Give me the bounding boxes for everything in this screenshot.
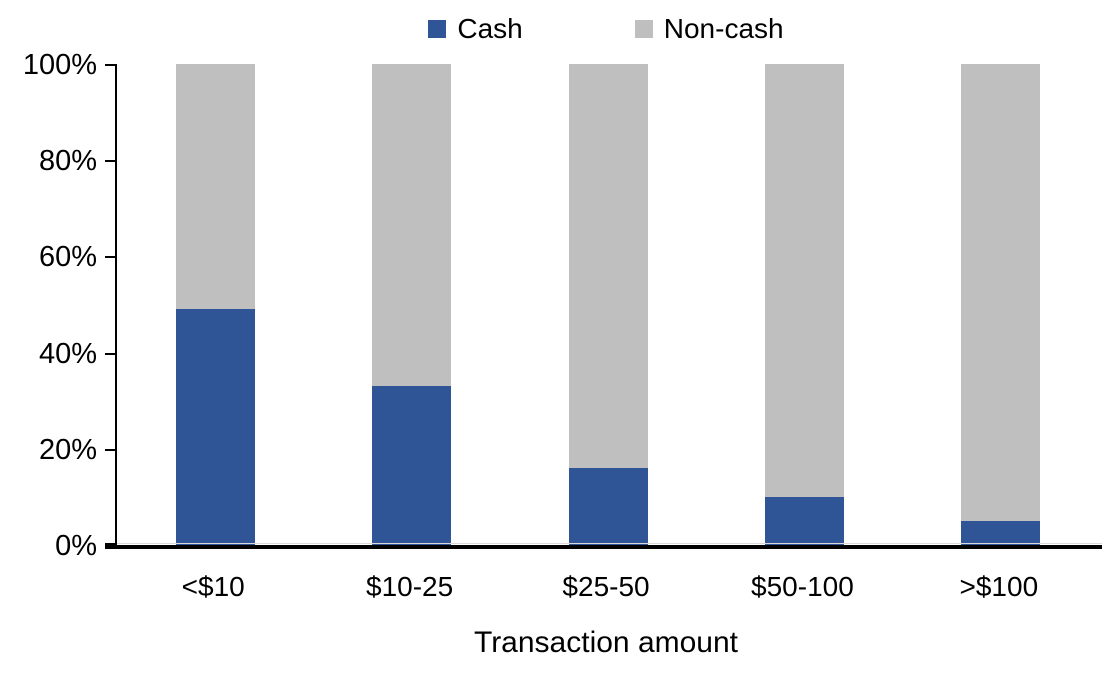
- y-axis-tick: [105, 64, 117, 66]
- bar-segment-cash: [568, 468, 648, 545]
- bar-slot: [510, 64, 706, 545]
- bar-stack: [372, 64, 452, 545]
- bar-segment-non-cash: [175, 64, 255, 310]
- y-axis-tick: [105, 448, 117, 451]
- y-axis-tick: [105, 160, 117, 163]
- bar-slot: [706, 64, 902, 545]
- legend-label: Non-cash: [663, 13, 784, 44]
- legend-item-non-cash: Non-cash: [634, 13, 784, 44]
- x-axis-tick-label: >$100: [959, 571, 1039, 602]
- bar-stack: [568, 64, 648, 545]
- bar-slot: [117, 64, 313, 545]
- bar-stack: [764, 64, 844, 545]
- bar-segment-cash: [372, 386, 452, 545]
- y-axis-tick: [105, 543, 117, 545]
- chart-legend: Cash Non-cash: [115, 10, 1097, 48]
- bar-segment-non-cash: [764, 64, 844, 497]
- bar-segment-cash: [764, 496, 844, 545]
- bar-slot: [903, 64, 1099, 545]
- bar-segment-cash: [175, 309, 255, 545]
- category-axis-line: [105, 543, 1102, 544]
- bar-segment-non-cash: [961, 64, 1041, 521]
- legend-label: Cash: [457, 13, 523, 44]
- y-axis-tick-label: 0%: [55, 530, 97, 562]
- bar-segment-cash: [961, 520, 1041, 545]
- bar-segment-non-cash: [568, 64, 648, 469]
- x-axis-line: [105, 545, 1102, 549]
- bar-segment-non-cash: [372, 64, 452, 387]
- x-axis-tick-label: <$10: [181, 571, 245, 602]
- bar-stack: [175, 64, 255, 545]
- x-axis-tick-labels: <$10 $10-25 $25-50 $50-100 >$100: [115, 571, 1097, 603]
- x-axis-title: Transaction amount: [473, 626, 739, 659]
- plot-area: [115, 64, 1099, 545]
- y-axis-tick-label: 40%: [38, 337, 97, 370]
- y-axis-tick-label: 20%: [38, 433, 97, 466]
- bar-stack: [961, 64, 1041, 545]
- y-axis-tick-label: 100%: [22, 49, 97, 81]
- x-axis-tick-label: $25-50: [562, 571, 650, 602]
- y-axis-tick-label: 80%: [38, 145, 97, 178]
- x-axis-tick-label: $10-25: [366, 571, 454, 602]
- x-axis-tick-label: $50-100: [751, 571, 854, 602]
- legend-swatch-icon: [634, 20, 653, 38]
- y-axis-tick: [105, 256, 117, 259]
- bar-slot: [313, 64, 509, 545]
- legend-item-cash: Cash: [428, 13, 523, 44]
- legend-swatch-icon: [428, 20, 447, 38]
- y-axis-tick: [105, 352, 117, 355]
- y-axis-tick-label: 60%: [38, 241, 97, 274]
